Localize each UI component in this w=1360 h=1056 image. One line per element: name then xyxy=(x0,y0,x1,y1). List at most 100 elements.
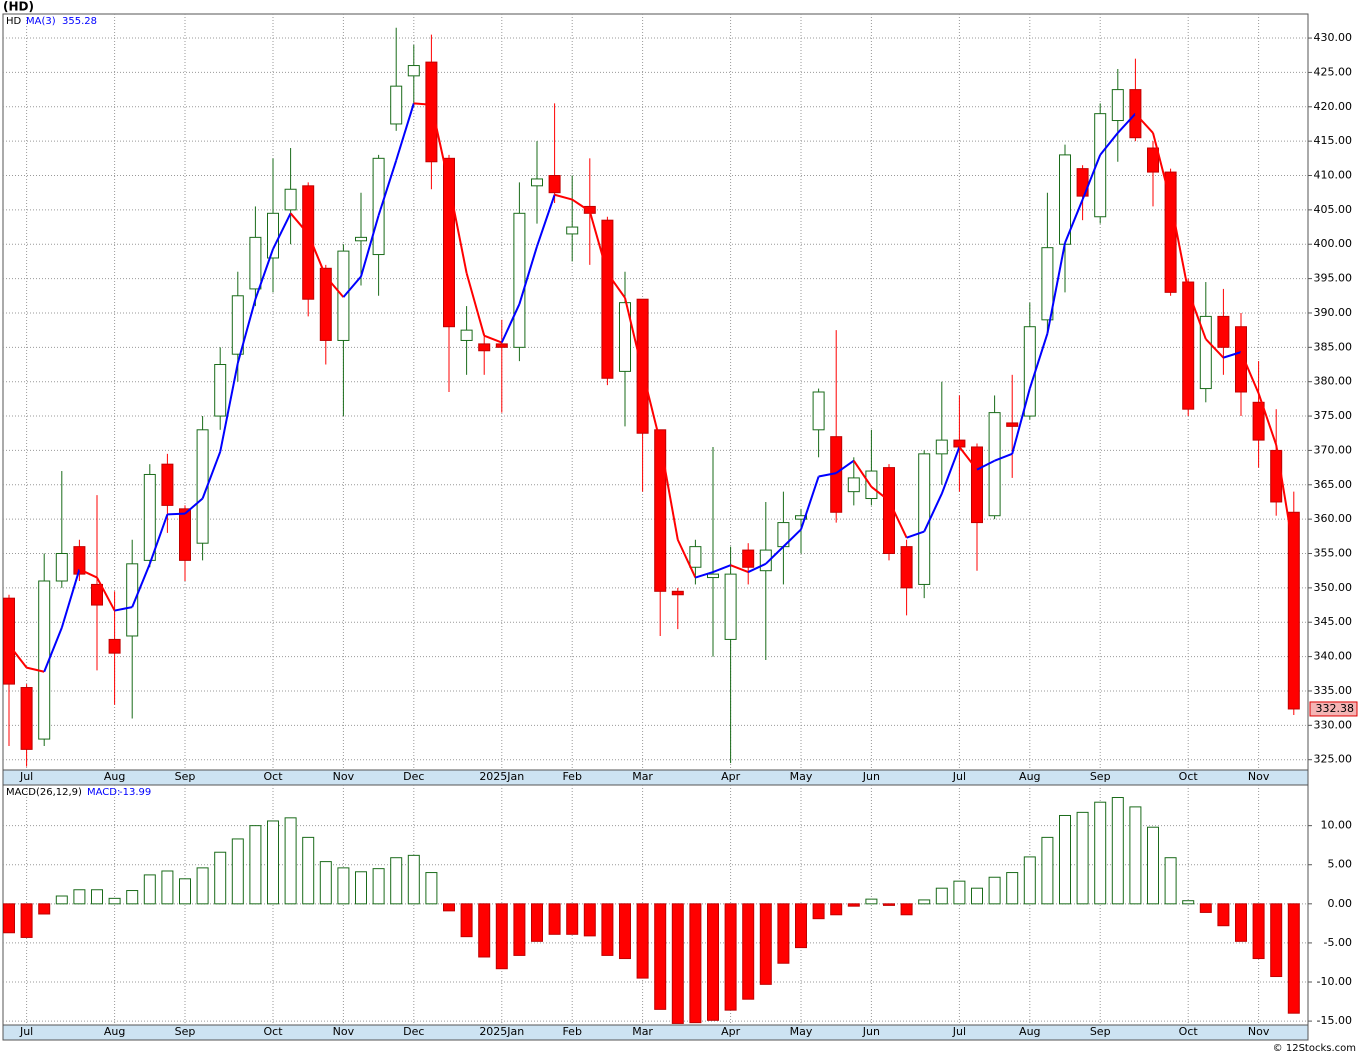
ma-segment xyxy=(958,446,978,471)
candle-body xyxy=(548,175,561,194)
macd-title: MACD(26,12,9) xyxy=(6,787,82,798)
macd-bar xyxy=(143,874,156,905)
y-tick-label: 395.00 xyxy=(1314,272,1353,285)
candle-body xyxy=(495,343,508,348)
macd-bar xyxy=(214,851,227,905)
candle-body xyxy=(689,546,702,568)
ma-segment xyxy=(272,212,292,250)
ma-segment xyxy=(659,441,679,540)
candle-body xyxy=(302,185,315,300)
x-tick-label: Aug xyxy=(1019,1025,1040,1038)
x-tick-label: Apr xyxy=(721,1025,741,1038)
footer: © 12Stocks.com xyxy=(1273,1043,1356,1054)
y-tick-label: 360.00 xyxy=(1314,512,1353,525)
macd-bar xyxy=(971,887,983,905)
last-price-box xyxy=(1309,701,1358,717)
macd-bar xyxy=(689,903,702,1024)
macd-bar xyxy=(918,899,931,905)
x-tick-label: Oct xyxy=(263,1025,283,1038)
macd-bar xyxy=(566,903,579,935)
macd-bar xyxy=(1094,801,1107,905)
x-tick-label: Mar xyxy=(632,1025,653,1038)
macd-bar xyxy=(355,871,367,905)
macd-bar xyxy=(319,861,332,905)
last-price-label: 332.38 xyxy=(1316,702,1355,715)
ma-segment xyxy=(236,298,257,364)
x-tick-label: Feb xyxy=(562,1025,581,1038)
candle-body xyxy=(847,477,860,493)
x-tick-label: Oct xyxy=(1179,1025,1199,1038)
macd-bar xyxy=(795,903,807,949)
macd-bar xyxy=(953,880,966,905)
candle-body xyxy=(742,549,755,568)
ma-segment xyxy=(60,569,81,629)
y-tick-label: 430.00 xyxy=(1314,31,1353,44)
candle-body xyxy=(3,597,15,685)
x-tick-label: Dec xyxy=(403,1025,424,1038)
macd-bar xyxy=(1235,903,1247,942)
y-tick-label: 380.00 xyxy=(1314,375,1353,388)
legend-ma-value: 355.28 xyxy=(62,16,97,27)
x-tick-label: 2025Jan xyxy=(479,770,524,783)
y-tick-label: 365.00 xyxy=(1314,478,1353,491)
y-tick-label: 385.00 xyxy=(1314,340,1353,353)
ma-segment xyxy=(289,212,309,235)
macd-bar xyxy=(865,898,878,905)
candle-body xyxy=(812,391,825,431)
candle-body xyxy=(73,546,86,575)
candle-body xyxy=(795,515,807,520)
macd-bar xyxy=(935,887,948,905)
x-tick-label: Nov xyxy=(1248,770,1270,783)
ma-segment xyxy=(43,627,63,673)
candle-body xyxy=(355,236,367,242)
candle-body xyxy=(671,590,684,596)
candle-body xyxy=(1287,511,1300,710)
ma-segment xyxy=(606,272,626,299)
macd-bar xyxy=(372,868,385,905)
ma-segment xyxy=(483,334,503,344)
ma-segment xyxy=(976,459,996,471)
candle-body xyxy=(1164,171,1177,293)
ma-segment xyxy=(148,513,169,565)
y-tick-label: -10.00 xyxy=(1317,975,1352,988)
macd-bar xyxy=(583,903,596,937)
candle-body xyxy=(214,364,227,417)
candle-body xyxy=(707,573,719,579)
candle-body xyxy=(231,295,244,355)
candle-body xyxy=(636,298,649,434)
x-tick-label: Sep xyxy=(1090,770,1111,783)
ma-segment xyxy=(518,246,538,305)
macd-bar xyxy=(179,878,191,905)
candle-body xyxy=(1094,113,1107,218)
ma-segment xyxy=(588,210,609,274)
macd-bar xyxy=(759,903,772,985)
macd-bar xyxy=(284,817,297,905)
candle-body xyxy=(1270,449,1283,503)
y-tick-label: 0.00 xyxy=(1328,897,1353,910)
x-tick-label: Jul xyxy=(19,1025,33,1038)
ma-segment xyxy=(219,362,239,452)
ma-segment xyxy=(377,160,398,216)
y-tick-label: 400.00 xyxy=(1314,237,1353,250)
macd-bar xyxy=(1147,826,1159,905)
x-tick-label: Nov xyxy=(333,770,355,783)
ma-segment xyxy=(730,564,749,573)
y-tick-label: 340.00 xyxy=(1314,650,1353,663)
x-tick-label: Aug xyxy=(104,1025,125,1038)
y-tick-label: -5.00 xyxy=(1324,936,1352,949)
ma-segment xyxy=(500,303,521,343)
x-tick-label: May xyxy=(790,770,813,783)
macd-bar xyxy=(108,897,121,905)
x-tick-label: 2025Jan xyxy=(479,1025,524,1038)
candle-body xyxy=(1199,315,1212,390)
candle-body xyxy=(918,453,931,585)
ma-segment xyxy=(1152,132,1172,202)
ma-segment xyxy=(906,530,925,539)
ma-segment xyxy=(1257,393,1278,446)
macd-bar xyxy=(777,903,790,964)
candle-body xyxy=(1076,168,1089,197)
macd-bar xyxy=(847,903,860,907)
macd-bar xyxy=(1182,900,1195,905)
candle-body xyxy=(654,429,667,592)
candle-body xyxy=(759,549,772,572)
